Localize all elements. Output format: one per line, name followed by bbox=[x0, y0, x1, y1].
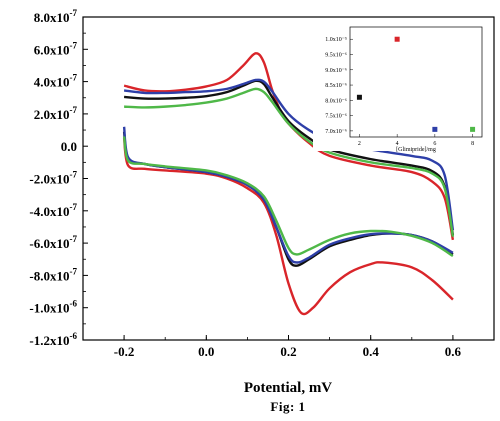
y-tick-label: -4.0x10-7 bbox=[29, 202, 77, 219]
y-tick-label: 6.0x10-7 bbox=[34, 40, 78, 57]
inset-x-tick-label: 4 bbox=[396, 141, 399, 147]
inset-x-tick-label: 2 bbox=[358, 141, 361, 147]
y-tick-label: -1.2x10-6 bbox=[29, 331, 77, 348]
x-tick-label: 0.4 bbox=[363, 344, 380, 359]
inset-data-point bbox=[394, 36, 400, 42]
inset-y-tick-label: 1.0x10⁻⁵ bbox=[325, 37, 347, 43]
inset-x-tick-label: 8 bbox=[471, 141, 474, 147]
curve-layer bbox=[122, 52, 455, 316]
y-tick-label: -2.0x10-7 bbox=[29, 170, 77, 187]
y-tick-label: 0.0 bbox=[61, 139, 77, 154]
y-tick-label: 8.0x10-7 bbox=[34, 8, 78, 25]
y-tick-label: -1.0x10-6 bbox=[29, 299, 77, 316]
inset-frame bbox=[349, 26, 483, 138]
inset-scatter-plot: 1.0x10⁻⁵ 9.5x10⁻⁶ 9.0x10⁻⁶ 8.5x10⁻⁶ 8.0x10⁻⁶… bbox=[313, 21, 489, 153]
cv-curve-lower-branch bbox=[122, 137, 454, 316]
x-tick-label: 0.6 bbox=[445, 344, 462, 359]
inset-y-tick-label: 9.0x10⁻⁶ bbox=[325, 68, 347, 74]
inset-y-tick-label: 9.5x10⁻⁶ bbox=[325, 53, 347, 59]
x-tick-label: 0.2 bbox=[280, 344, 296, 359]
inset-x-tick-label: 6 bbox=[433, 141, 436, 147]
cv-curve-upper-branch bbox=[124, 79, 455, 236]
y-tick-label: -6.0x10-7 bbox=[29, 234, 77, 251]
x-tick-label: -0.2 bbox=[114, 344, 135, 359]
plot-frame bbox=[82, 16, 495, 341]
cv-curve-lower-branch bbox=[122, 136, 454, 258]
inset-y-tick-label: 8.5x10⁻⁶ bbox=[325, 83, 347, 89]
x-axis-label: Potential, mV bbox=[244, 380, 332, 396]
y-tick-label: -8.0x10-7 bbox=[29, 266, 77, 283]
label-layer: -0.2 0.0 0.2 0.4 0.6 8.0x10-7 6.0x10-7 4.0x10-7… bbox=[29, 8, 461, 359]
inset-y-tick-label: 8.0x10⁻⁶ bbox=[325, 98, 347, 104]
inset-background bbox=[313, 21, 489, 151]
inset-data-point bbox=[470, 126, 476, 132]
y-tick-label: 4.0x10-7 bbox=[34, 73, 78, 90]
figure-caption: Fig: 1 bbox=[270, 399, 305, 414]
inset-data-point bbox=[432, 126, 438, 132]
inset-y-tick-label: 7.5x10⁻⁶ bbox=[325, 114, 347, 120]
inset-x-axis-label: [Glimipride]/mg bbox=[396, 147, 436, 153]
inset-y-tick-label: 7.0x10⁻⁶ bbox=[325, 129, 347, 135]
cv-curve-upper-branch bbox=[123, 78, 455, 231]
x-tick-label: 0.0 bbox=[198, 344, 214, 359]
cv-curve-upper-branch bbox=[124, 87, 455, 237]
y-tick-label: 2.0x10-7 bbox=[34, 105, 78, 122]
inset-data-point bbox=[356, 94, 362, 100]
